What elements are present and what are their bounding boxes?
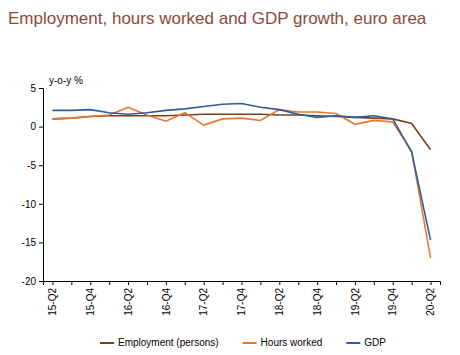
lines	[52, 103, 430, 257]
y-tick: -20	[22, 276, 43, 287]
y-tick-mark	[39, 127, 43, 128]
x-tick	[147, 281, 148, 285]
y-tick-mark	[39, 204, 43, 205]
y-tick-mark	[39, 242, 43, 243]
y-tick: -10	[22, 199, 43, 210]
legend-swatch	[100, 342, 114, 344]
x-tick-mark	[412, 281, 413, 285]
x-tick-mark	[374, 281, 375, 285]
x-tick: 16-Q2	[123, 281, 134, 316]
y-tick: 5	[30, 83, 43, 94]
x-tick-mark	[185, 281, 186, 285]
x-tick: 18-Q2	[274, 281, 285, 316]
series-line	[52, 103, 430, 240]
x-tick	[374, 281, 375, 285]
x-tick	[336, 281, 337, 285]
x-tick: 17-Q2	[198, 281, 209, 316]
x-tick-mark	[109, 281, 110, 285]
x-tick-mark	[223, 281, 224, 285]
x-tick-mark	[147, 281, 148, 285]
legend-label: GDP	[364, 337, 386, 348]
series-line	[52, 107, 430, 258]
title: Employment, hours worked and GDP growth,…	[8, 9, 427, 28]
x-tick: 19-Q2	[350, 281, 361, 316]
x-tick-label: 15-Q2	[47, 288, 58, 316]
x-axis: 15-Q2 15-Q4 16-Q2 16-Q4 17-Q2 17-Q4 18-Q2 18-Q4…	[44, 281, 441, 316]
x-tick: 15-Q4	[85, 281, 96, 316]
x-tick-label: 15-Q4	[85, 288, 96, 316]
x-tick-mark	[166, 281, 167, 285]
legend-swatch	[243, 342, 257, 344]
x-tick-label: 17-Q4	[236, 288, 247, 316]
x-tick-mark	[90, 281, 91, 285]
y-tick-label: -20	[22, 276, 37, 287]
legend-swatch	[346, 342, 360, 344]
x-tick	[298, 281, 299, 285]
y-tick-mark	[39, 165, 43, 166]
chart: Employment, hours worked and GDP growth,…	[0, 0, 460, 355]
x-tick-mark	[298, 281, 299, 285]
y-axis-line	[39, 89, 44, 282]
y-tick: 0	[30, 121, 43, 132]
y-tick-label: -10	[22, 199, 37, 210]
x-tick-label: 20-Q2	[425, 288, 436, 316]
plot: -20 -15 -10 -5 0 5 15-Q2 15-Q4 16-Q2 16-Q4 17-Q2 17…	[22, 75, 441, 316]
x-tick-label: 16-Q4	[161, 288, 172, 316]
legend-label: Employment (persons)	[118, 337, 219, 348]
x-tick-label: 18-Q2	[274, 288, 285, 316]
legend: Employment (persons) Hours worked GDP	[100, 337, 386, 348]
x-tick	[71, 281, 72, 285]
x-tick-label: 17-Q2	[198, 288, 209, 316]
y-axis: -20 -15 -10 -5 0 5	[22, 83, 44, 287]
x-tick: 15-Q2	[47, 281, 58, 316]
x-tick-mark	[393, 281, 394, 285]
legend-item: Hours worked	[243, 337, 323, 348]
x-tick-mark	[204, 281, 205, 285]
y-tick-mark	[39, 281, 43, 282]
x-tick-mark	[128, 281, 129, 285]
x-tick	[109, 281, 110, 285]
x-tick-mark	[355, 281, 356, 285]
x-axis-line	[44, 282, 441, 286]
x-tick: 19-Q4	[387, 281, 398, 316]
y-tick-label: -15	[22, 237, 37, 248]
series-line	[52, 114, 430, 150]
y-tick-label: -5	[27, 160, 36, 171]
y-tick-label: 5	[30, 83, 36, 94]
x-tick-mark	[260, 281, 261, 285]
x-tick-label: 19-Q4	[387, 288, 398, 316]
x-tick	[185, 281, 186, 285]
x-tick-label: 18-Q4	[312, 288, 323, 316]
legend-label: Hours worked	[261, 337, 323, 348]
x-tick: 16-Q4	[161, 281, 172, 316]
legend-item: Employment (persons)	[100, 337, 219, 348]
x-tick-label: 19-Q2	[350, 288, 361, 316]
x-tick-mark	[279, 281, 280, 285]
y-axis-title: y-o-y %	[49, 75, 83, 86]
y-tick: -5	[27, 160, 43, 171]
x-tick	[223, 281, 224, 285]
x-tick	[260, 281, 261, 285]
y-tick-mark	[39, 88, 43, 89]
x-tick-mark	[52, 281, 53, 285]
x-tick: 20-Q2	[425, 281, 436, 316]
x-tick-mark	[336, 281, 337, 285]
legend-item: GDP	[346, 337, 386, 348]
x-tick-mark	[71, 281, 72, 285]
x-tick-mark	[317, 281, 318, 285]
x-tick	[412, 281, 413, 285]
x-tick: 17-Q4	[236, 281, 247, 316]
x-tick-label: 16-Q2	[123, 288, 134, 316]
x-tick-mark	[431, 281, 432, 285]
x-tick: 18-Q4	[312, 281, 323, 316]
y-tick-label: 0	[30, 121, 36, 132]
y-tick: -15	[22, 237, 43, 248]
x-tick-mark	[242, 281, 243, 285]
